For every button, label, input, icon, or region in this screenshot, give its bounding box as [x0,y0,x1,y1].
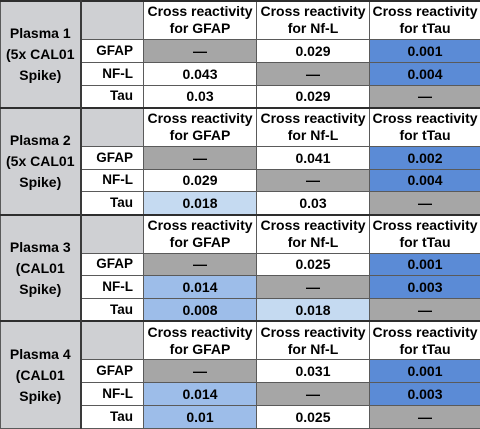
value-cell-gfap: — [143,359,257,384]
table-row: GFAP —0.031 0.001 [1,359,480,384]
value-cell-gfap: — [143,145,257,170]
row-label: NF-L [80,61,144,86]
value-cell-nf-l: — [256,382,370,406]
table-row: GFAP —0.041 0.002 [1,145,480,170]
value-cell-gfap: 0.008 [143,298,257,322]
row-label: NF-L [80,275,144,300]
value-cell-gfap: 0.043 [143,61,257,86]
row-label: Tau [80,84,144,109]
table-row: NF-L 0.014—0.003 [1,275,480,300]
column-header-ttau: Cross reactivity for tTau [369,0,480,40]
header-spacer [80,320,144,361]
value-cell-ttau: 0.004 [369,168,480,193]
value-cell-ttau: 0.001 [369,38,480,63]
column-header-ttau: Cross reactivity for tTau [369,213,480,254]
table-row: NF-L 0.029—0.004 [1,168,480,193]
value-cell-nf-l: 0.03 [256,191,370,216]
table-row: Tau 0.018 0.03— [1,191,480,216]
value-cell-gfap: 0.03 [143,84,257,109]
value-cell-gfap: — [143,38,257,63]
value-cell-ttau: — [369,298,480,322]
value-cell-gfap: 0.018 [143,191,257,216]
value-cell-ttau: 0.004 [369,61,480,86]
value-cell-nf-l: — [256,275,370,300]
column-header-gfap: Cross reactivity for GFAP [143,320,257,361]
row-label: Tau [80,405,144,429]
value-cell-gfap: 0.014 [143,382,257,406]
column-header-ttau: Cross reactivity for tTau [369,106,480,147]
table-row: GFAP —0.025 0.001 [1,252,480,277]
value-cell-nf-l: — [256,61,370,86]
table-row: GFAP —0.029 0.001 [1,38,480,63]
column-header-gfap: Cross reactivity for GFAP [143,0,257,40]
row-label: GFAP [80,145,144,170]
value-cell-gfap: 0.014 [143,275,257,300]
row-label: GFAP [80,252,144,277]
value-cell-ttau: — [369,191,480,216]
column-header-nf-l: Cross reactivity for Nf-L [256,320,370,361]
group-header-row: Plasma 4 (CAL01 Spike) Cross reactivity f… [0,320,480,429]
value-cell-ttau: — [369,84,480,109]
column-header-ttau: Cross reactivity for tTau [369,320,480,361]
header-spacer [80,106,144,147]
value-cell-ttau: 0.001 [369,359,480,384]
value-cell-nf-l: 0.029 [256,84,370,109]
value-cell-nf-l: — [256,168,370,193]
row-label: NF-L [80,168,144,193]
group-header-row: Plasma 2 (5x CAL01 Spike) Cross reactivit… [0,106,480,216]
value-cell-nf-l: 0.031 [256,359,370,384]
value-cell-ttau: — [369,405,480,429]
value-cell-ttau: 0.001 [369,252,480,277]
group-header-row: Plasma 1 (5x CAL01 Spike) Cross reactivit… [0,0,480,109]
row-label: Tau [80,191,144,216]
table-row: NF-L 0.014—0.003 [1,382,480,406]
value-cell-gfap: — [143,252,257,277]
column-header-gfap: Cross reactivity for GFAP [143,106,257,147]
row-label: GFAP [80,38,144,63]
sample-label: Plasma 3 (CAL01 Spike) [0,213,82,322]
header-spacer [80,213,144,254]
column-header-gfap: Cross reactivity for GFAP [143,213,257,254]
column-header-nf-l: Cross reactivity for Nf-L [256,213,370,254]
sample-label: Plasma 1 (5x CAL01 Spike) [0,0,82,109]
value-cell-nf-l: 0.041 [256,145,370,170]
group-header-row: Plasma 3 (CAL01 Spike) Cross reactivity f… [0,213,480,322]
header-spacer [80,0,144,40]
table-row: Tau 0.01 0.025— [1,405,480,429]
row-label: Tau [80,298,144,322]
table-row: Tau 0.03 0.029— [1,84,480,109]
row-label: NF-L [80,382,144,406]
value-cell-gfap: 0.01 [143,405,257,429]
column-header-nf-l: Cross reactivity for Nf-L [256,106,370,147]
value-cell-nf-l: 0.018 [256,298,370,322]
value-cell-ttau: 0.003 [369,382,480,406]
value-cell-ttau: 0.003 [369,275,480,300]
value-cell-nf-l: 0.029 [256,38,370,63]
value-cell-ttau: 0.002 [369,145,480,170]
column-header-nf-l: Cross reactivity for Nf-L [256,0,370,40]
table-row: Tau 0.008 0.018— [1,298,480,322]
row-label: GFAP [80,359,144,384]
value-cell-nf-l: 0.025 [256,405,370,429]
value-cell-nf-l: 0.025 [256,252,370,277]
value-cell-gfap: 0.029 [143,168,257,193]
sample-label: Plasma 4 (CAL01 Spike) [0,320,82,429]
sample-label: Plasma 2 (5x CAL01 Spike) [0,106,82,216]
